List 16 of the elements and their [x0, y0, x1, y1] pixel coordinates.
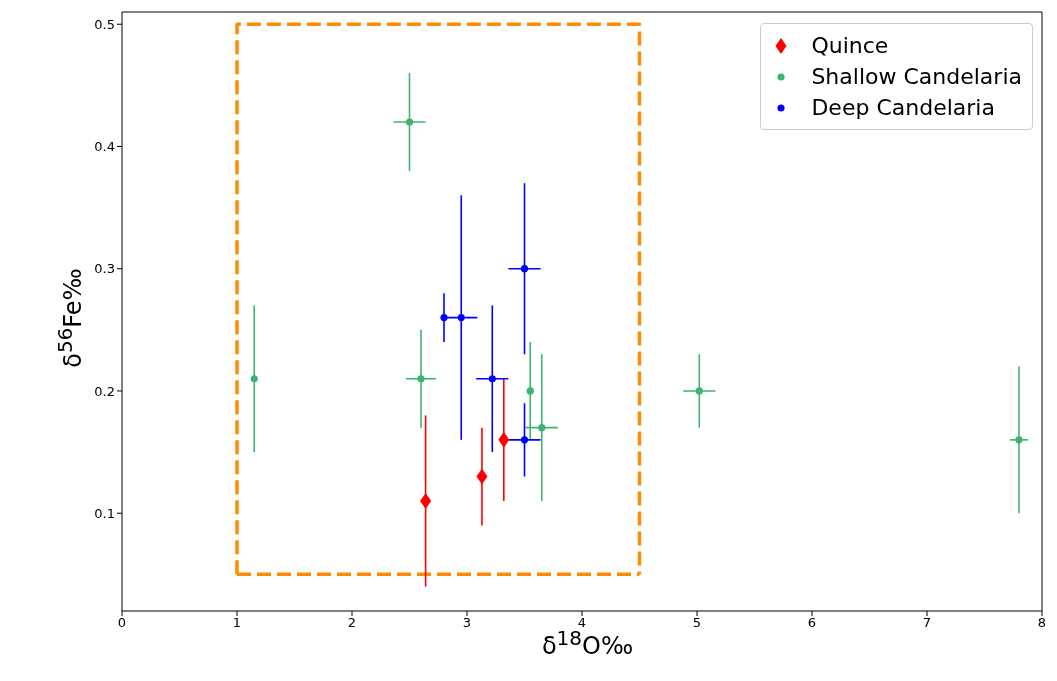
- x-tick-label: 5: [692, 615, 702, 631]
- legend-label: Quince: [811, 33, 889, 58]
- y-tick-label: 0.1: [94, 505, 115, 521]
- x-tick-label: 0: [117, 615, 127, 631]
- x-tick-label: 2: [347, 615, 357, 631]
- y-tick-label: 0.3: [94, 261, 115, 277]
- legend-label: Shallow Candelaria: [811, 64, 1022, 89]
- y-tick-label: 0.2: [94, 383, 115, 399]
- y-tick-label: 0.4: [94, 139, 115, 155]
- x-tick-label: 6: [807, 615, 817, 631]
- x-tick-label: 8: [1037, 615, 1047, 631]
- legend-label: Deep Candelaria: [811, 95, 995, 120]
- x-tick-label: 7: [922, 615, 932, 631]
- x-tick-label: 1: [232, 615, 242, 631]
- x-tick-label: 3: [462, 615, 472, 631]
- y-tick-label: 0.5: [94, 16, 115, 32]
